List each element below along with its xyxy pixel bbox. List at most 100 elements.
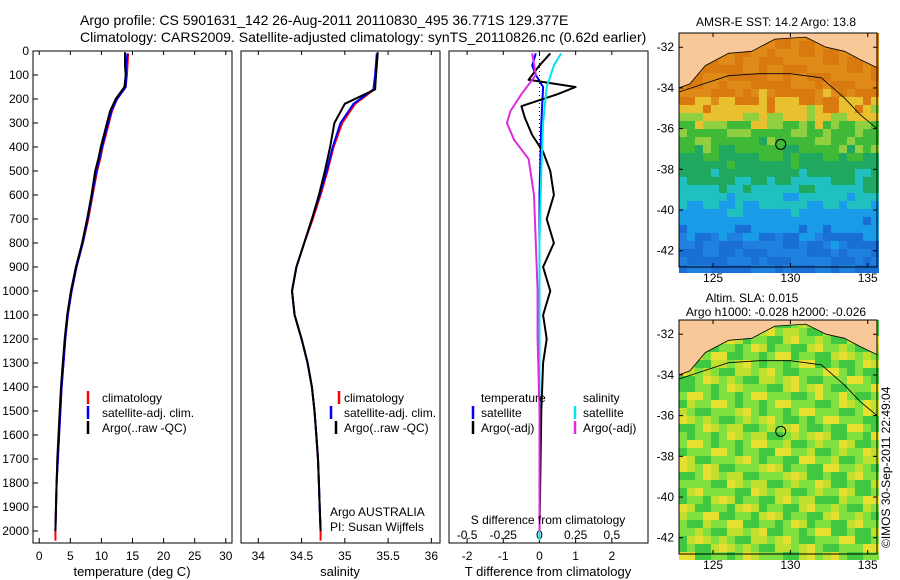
map-cell: [831, 137, 839, 145]
map-cell: [807, 376, 815, 384]
map-cell: [719, 137, 727, 145]
map-cell: [759, 121, 767, 129]
map-cell: [711, 400, 719, 408]
map-cell: [759, 153, 767, 161]
map-cell: [711, 344, 719, 352]
map-cell: [695, 456, 703, 464]
map-cell: [863, 456, 871, 464]
map-cell: [823, 113, 831, 121]
map-cell: [767, 65, 775, 73]
map-cell: [711, 201, 719, 209]
map-cell: [759, 129, 767, 137]
map-cell: [751, 440, 759, 448]
depth-tick-label: 1000: [2, 284, 29, 298]
map-cell: [791, 97, 799, 105]
timestamp-credit: ©IMOS 30-Sep-2011 22:49:04: [879, 386, 893, 548]
map-cell: [679, 193, 687, 201]
map-cell: [823, 217, 831, 225]
lat-tick-label: -36: [657, 409, 675, 423]
map-cell: [775, 336, 783, 344]
map-cell: [679, 185, 687, 193]
map-cell: [791, 448, 799, 456]
depth-tick-label: 900: [9, 260, 29, 274]
map-cell: [727, 416, 735, 424]
map-cell: [839, 552, 847, 560]
map-cell: [799, 512, 807, 520]
map-cell: [871, 217, 879, 225]
map-cell: [751, 161, 759, 169]
map-cell: [783, 480, 791, 488]
map-cell: [719, 528, 727, 536]
map-cell: [839, 416, 847, 424]
map-cell: [871, 432, 879, 440]
map-cell: [711, 488, 719, 496]
map-cell: [839, 121, 847, 129]
map-cell: [711, 225, 719, 233]
map-cell: [695, 137, 703, 145]
map-cell: [711, 169, 719, 177]
map-cell: [783, 193, 791, 201]
map-cell: [743, 225, 751, 233]
map-cell: [799, 65, 807, 73]
map-cell: [735, 225, 743, 233]
map-cell: [751, 528, 759, 536]
map-cell: [767, 520, 775, 528]
map-cell: [831, 193, 839, 201]
map-cell: [839, 544, 847, 552]
map-cell: [823, 376, 831, 384]
argo-float-marker: [775, 425, 787, 437]
series-line-argo-adj-: [520, 52, 577, 532]
map-cell: [799, 544, 807, 552]
map-cell: [727, 528, 735, 536]
map-cell: [807, 137, 815, 145]
map-cell: [679, 528, 687, 536]
map-cell: [847, 145, 855, 153]
map-cell: [791, 552, 799, 560]
map-cell: [823, 416, 831, 424]
map-cell: [855, 153, 863, 161]
map-cell: [687, 392, 695, 400]
map-cell: [687, 105, 695, 113]
map-cell: [807, 480, 815, 488]
map-cell: [799, 257, 807, 265]
map-cell: [679, 544, 687, 552]
map-cell: [855, 552, 863, 560]
sal-legend-argo: Argo(..raw -QC): [344, 421, 429, 435]
map-cell: [847, 161, 855, 169]
map-cell: [687, 185, 695, 193]
difference-panel: [448, 50, 649, 544]
depth-tick-label: 2000: [2, 524, 29, 538]
x-tick-label: 35.5: [376, 549, 400, 563]
map-cell: [799, 41, 807, 49]
map-cell: [759, 368, 767, 376]
map-cell: [743, 432, 751, 440]
map-cell: [687, 424, 695, 432]
map-cell: [863, 97, 871, 105]
map-cell: [711, 265, 719, 273]
map-cell: [807, 121, 815, 129]
map-cell: [751, 65, 759, 73]
map-cell: [703, 113, 711, 121]
map-cell: [695, 528, 703, 536]
map-cell: [823, 456, 831, 464]
map-cell: [775, 137, 783, 145]
map-cell: [783, 89, 791, 97]
map-cell: [679, 257, 687, 265]
depth-axis: 0 100 200 300 400 500 600 700 800 900 1000 1100 1200…: [2, 44, 38, 538]
map-cell: [759, 552, 767, 560]
map-cell: [735, 241, 743, 249]
map-cell: [855, 257, 863, 265]
map-cell: [783, 400, 791, 408]
map-cell: [807, 392, 815, 400]
map-cell: [791, 249, 799, 257]
map-cell: [695, 472, 703, 480]
map-cell: [831, 209, 839, 217]
map-cell: [703, 472, 711, 480]
map-cell: [711, 185, 719, 193]
map-cell: [839, 65, 847, 73]
map-cell: [727, 177, 735, 185]
map-cell: [871, 209, 879, 217]
map-cell: [799, 217, 807, 225]
map-cell: [687, 81, 695, 89]
map-cell: [679, 392, 687, 400]
